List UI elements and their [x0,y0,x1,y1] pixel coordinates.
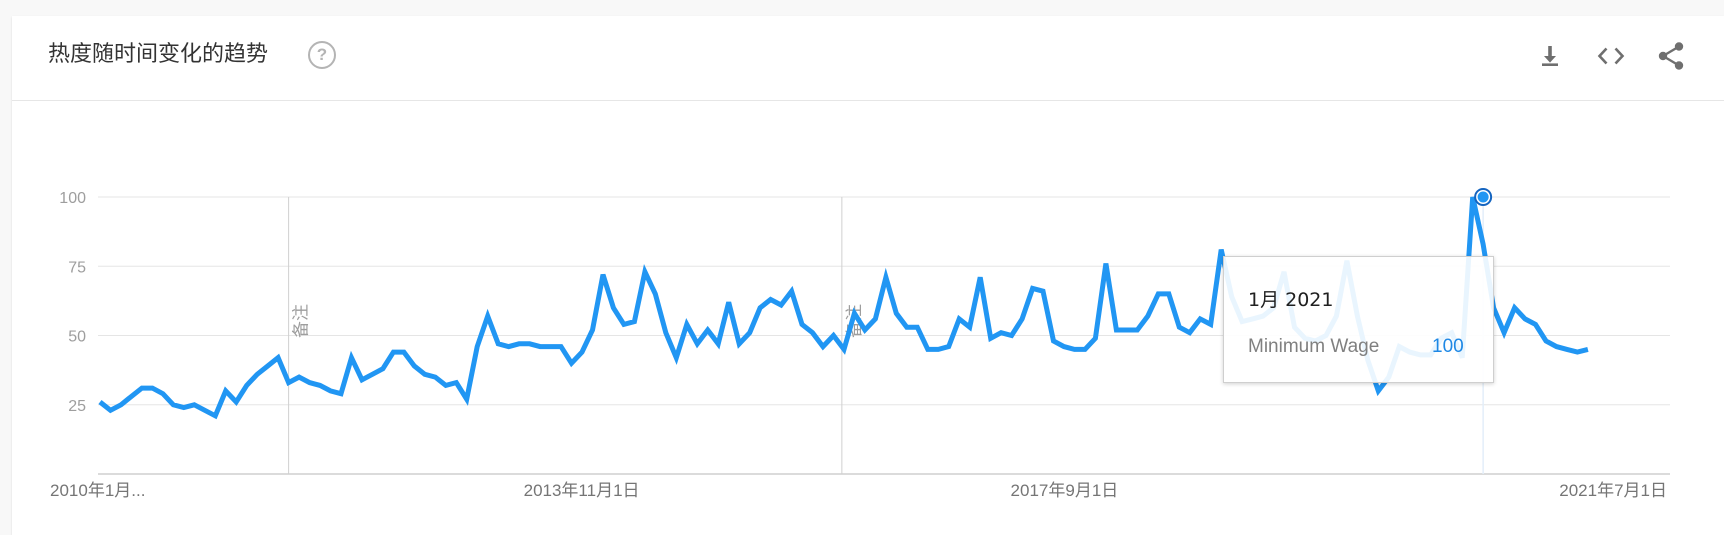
y-tick-label: 100 [59,190,86,207]
tooltip-value: 100 [1432,336,1464,358]
tooltip-series-name: Minimum Wage [1248,336,1379,358]
chart-tooltip: 1月 2021 Minimum Wage 100 [1223,256,1494,383]
y-tick-label: 75 [68,259,86,276]
y-tick-label: 25 [68,398,86,415]
x-tick-label: 2021年7月1日 [1559,481,1667,500]
x-tick-label: 2013年11月1日 [524,481,640,500]
highlight-point [1478,192,1489,203]
note-marker-label: 备注 [292,304,312,338]
x-tick-label: 2017年9月1日 [1011,481,1119,500]
tooltip-date: 1月 2021 [1248,285,1333,312]
y-tick-label: 50 [68,329,86,346]
x-tick-label: 2010年1月... [50,481,145,500]
